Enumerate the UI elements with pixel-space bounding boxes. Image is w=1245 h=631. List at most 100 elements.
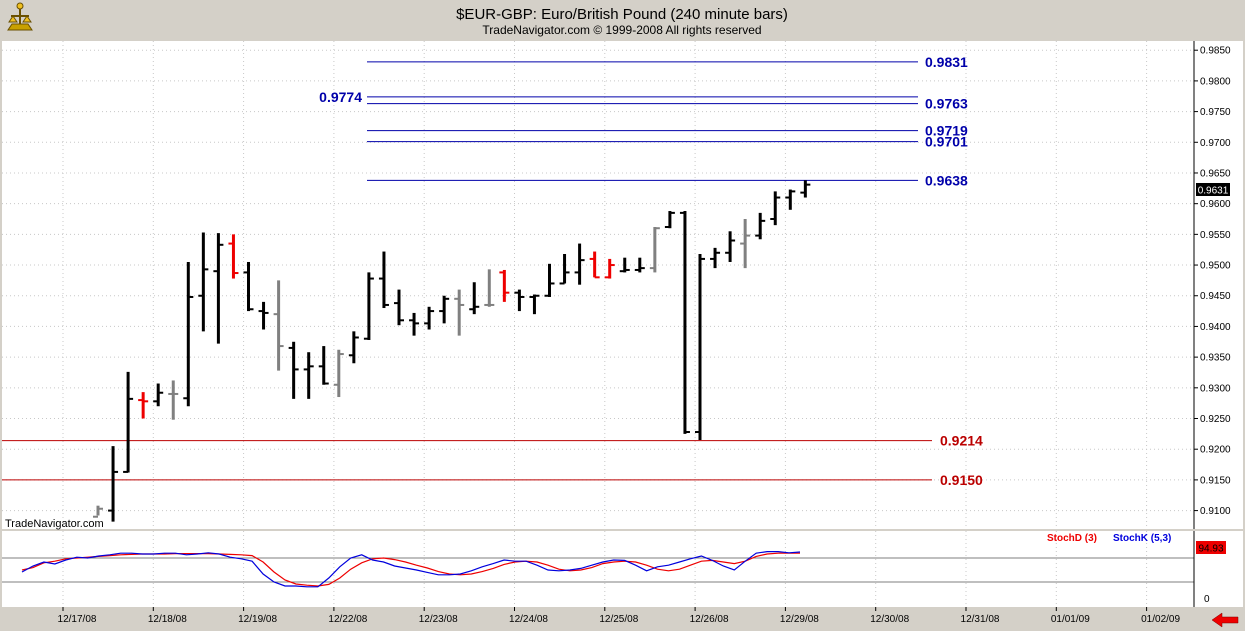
ohlc-bar	[679, 211, 690, 434]
x-tick-label: 12/23/08	[419, 614, 458, 625]
ohlc-bar	[228, 234, 239, 279]
ohlc-bar	[424, 306, 435, 330]
price-tick-label: 0.9400	[1200, 322, 1231, 333]
ohlc-bar	[138, 392, 149, 419]
ohlc-bar	[93, 505, 103, 518]
ohlc-bar	[785, 189, 796, 210]
ohlc-bar	[123, 371, 134, 473]
ohlc-bar	[108, 446, 119, 522]
x-tick-label: 12/29/08	[780, 614, 819, 625]
level-label: 0.9214	[940, 433, 983, 449]
stoch-grid	[2, 531, 1194, 607]
stoch-d-legend: StochD (3)	[1047, 533, 1097, 544]
x-tick-label: 12/17/08	[58, 614, 97, 625]
price-tick-label: 0.9500	[1200, 261, 1231, 272]
level-label: 0.9638	[925, 172, 968, 188]
ohlc-bar	[273, 280, 284, 371]
x-axis: 12/17/08 12/18/08 12/19/08 12/22/08 12/23/08…	[58, 607, 1180, 625]
last-price-label: 0.9631	[1198, 186, 1229, 197]
stoch-last-label: 94.93	[1198, 544, 1223, 555]
ohlc-bar	[303, 352, 314, 399]
ohlc-bar	[318, 346, 329, 385]
x-tick-label: 12/22/08	[328, 614, 367, 625]
stoch-zero-tick: 0	[1204, 594, 1210, 605]
ohlc-bar	[439, 295, 450, 324]
ohlc-bar	[499, 269, 510, 302]
ohlc-bar	[153, 383, 164, 407]
ohlc-bar	[710, 247, 721, 269]
price-grid	[2, 41, 1194, 529]
ohlc-bar	[695, 254, 705, 440]
ohlc-bar	[574, 243, 585, 285]
ohlc-bar	[664, 211, 675, 229]
stochastic-panel: StochD (3) StochK (5,3) 94.93 0	[2, 531, 1243, 607]
ohlc-bar	[243, 261, 254, 312]
x-tick-label: 12/26/08	[690, 614, 729, 625]
ohlc-bar	[755, 212, 766, 240]
ohlc-bar	[454, 289, 465, 336]
price-tick-label: 0.9800	[1200, 76, 1231, 87]
x-tick-label: 12/18/08	[148, 614, 187, 625]
ohlc-bar	[725, 231, 736, 262]
ohlc-bar	[529, 294, 540, 315]
stoch-k-legend: StochK (5,3)	[1113, 533, 1171, 544]
ohlc-bar	[770, 191, 781, 226]
ohlc-bar	[394, 289, 404, 326]
ohlc-bar	[589, 251, 600, 279]
price-tick-label: 0.9300	[1200, 383, 1231, 394]
stoch-lines	[21, 550, 801, 588]
price-tick-label: 0.9650	[1200, 168, 1231, 179]
ohlc-bar	[409, 312, 420, 336]
ohlc-bar	[469, 282, 480, 315]
ohlc-bar	[288, 341, 299, 399]
price-tick-label: 0.9550	[1200, 230, 1231, 241]
ohlc-bar	[740, 219, 751, 269]
x-tick-label: 01/01/09	[1051, 614, 1090, 625]
ohlc-bar	[604, 258, 615, 279]
price-tick-label: 0.9750	[1200, 107, 1231, 118]
price-axis-area	[1194, 41, 1243, 529]
ohlc-bar	[198, 232, 209, 332]
price-tick-label: 0.9250	[1200, 414, 1231, 425]
ohlc-bar	[514, 289, 525, 312]
scroll-right-button[interactable]	[1205, 612, 1241, 628]
level-label: 0.9763	[925, 96, 968, 112]
price-tick-label: 0.9450	[1200, 291, 1231, 302]
level-label: 0.9831	[925, 54, 968, 70]
trade-navigator-logo-icon[interactable]	[4, 2, 36, 34]
ohlc-bar	[378, 251, 389, 309]
stoch-last-badge: 94.93	[1196, 541, 1226, 555]
price-tick-label: 0.9100	[1200, 506, 1231, 517]
ohlc-bar	[484, 269, 495, 307]
price-tick-label: 0.9150	[1200, 475, 1231, 486]
price-tick-label: 0.9200	[1200, 445, 1231, 456]
ohlc-bar	[544, 263, 555, 297]
price-axis: 0.9850 0.9800 0.9750 0.9700 0.9650 0.9600 0.95…	[1194, 46, 1231, 517]
price-bars	[93, 180, 811, 522]
price-tick-label: 0.9700	[1200, 138, 1231, 149]
level-label: 0.9719	[925, 123, 968, 139]
header: $EUR-GBP: Euro/British Pound (240 minute…	[4, 2, 788, 37]
level-label: 0.9150	[940, 472, 983, 488]
x-tick-label: 12/25/08	[599, 614, 638, 625]
ohlc-bar	[363, 272, 374, 340]
x-tick-label: 12/31/08	[961, 614, 1000, 625]
ohlc-bar	[619, 257, 630, 273]
ohlc-bar	[258, 301, 269, 330]
x-tick-label: 12/24/08	[509, 614, 548, 625]
ohlc-bar	[168, 380, 179, 420]
ohlc-bar	[333, 349, 344, 398]
ohlc-bar	[348, 331, 359, 364]
ohlc-bar	[213, 233, 224, 344]
last-price-badge: 0.9631	[1196, 183, 1230, 197]
x-tick-label: 12/30/08	[870, 614, 909, 625]
ohlc-bar	[559, 254, 570, 285]
level-label: 0.9701	[925, 134, 968, 150]
x-axis-area	[2, 607, 1243, 629]
stoch-plot-area	[2, 531, 1194, 607]
level-label: 0.9774	[319, 89, 362, 105]
x-tick-label: 01/02/09	[1141, 614, 1180, 625]
